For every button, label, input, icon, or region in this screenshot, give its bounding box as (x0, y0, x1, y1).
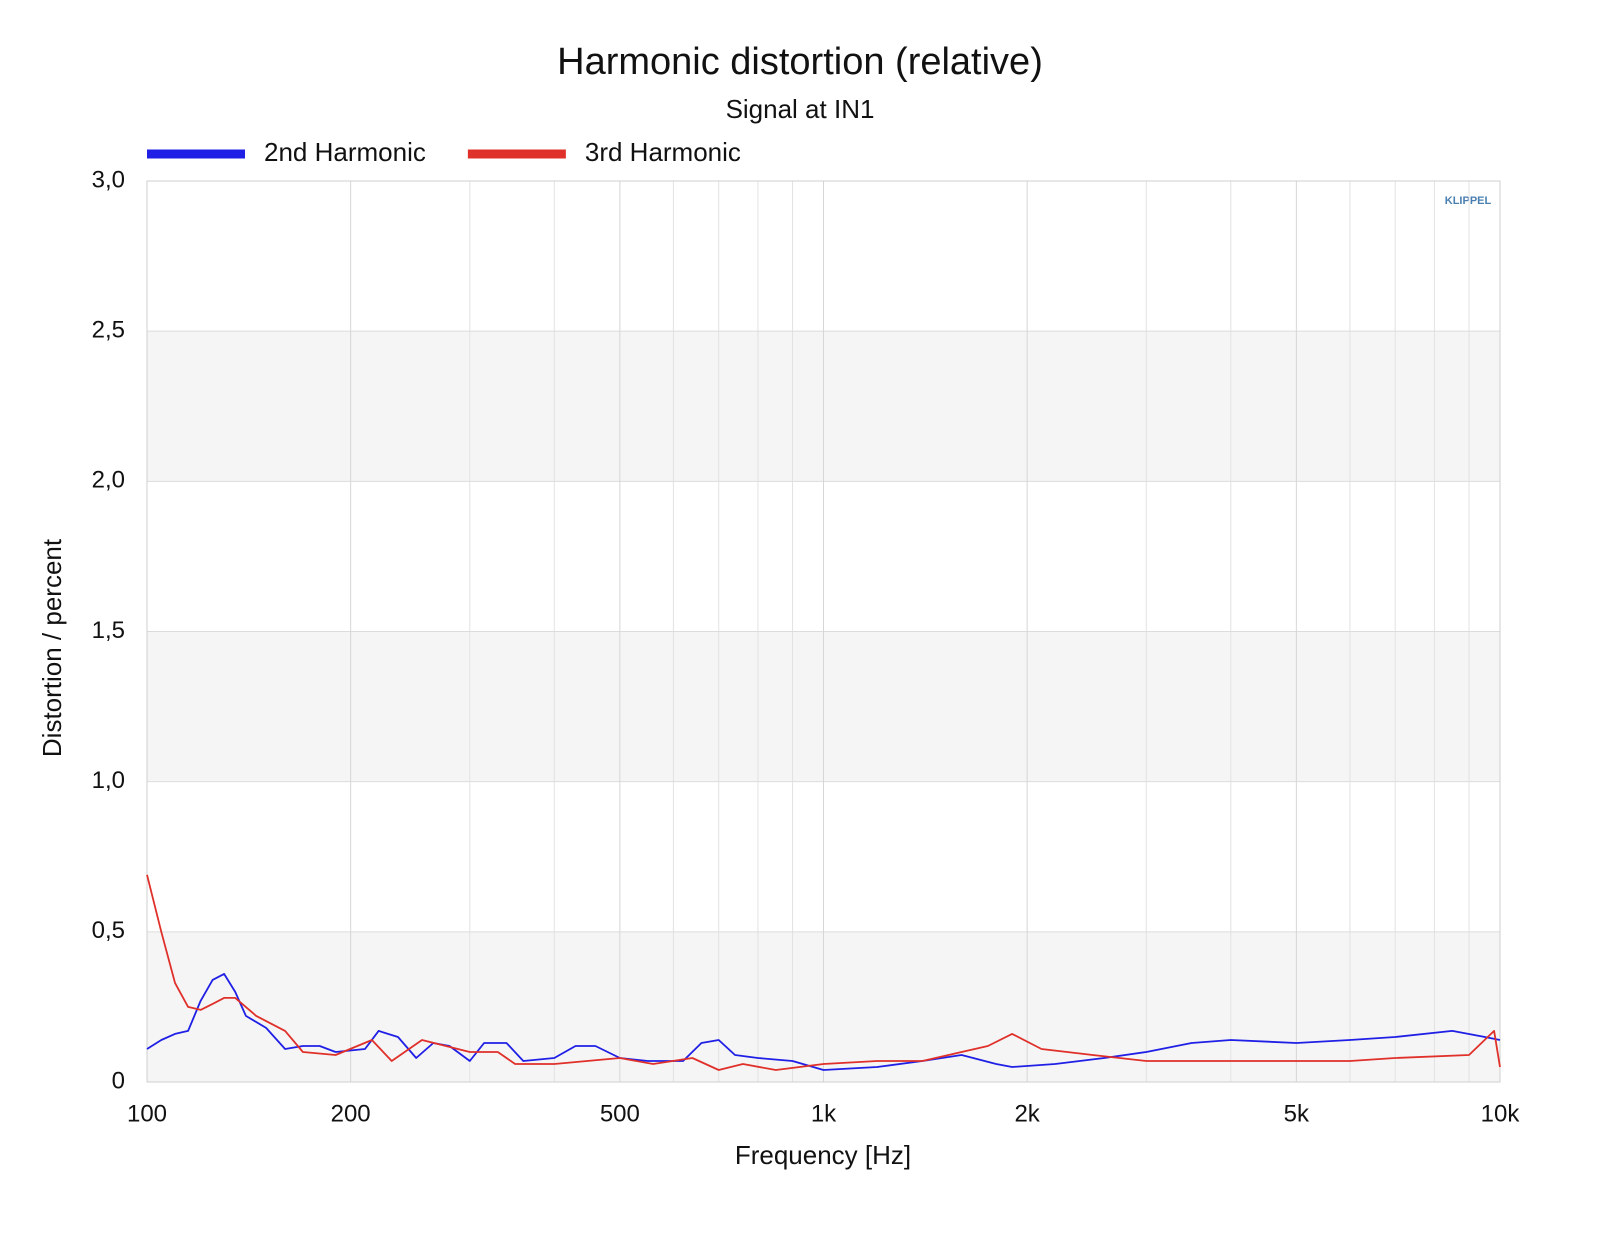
chart-subtitle: Signal at IN1 (726, 94, 875, 124)
y-axis-label: Distortion / percent (37, 538, 67, 757)
x-tick-label: 1k (811, 1100, 837, 1127)
legend-label: 2nd Harmonic (264, 137, 426, 167)
x-tick-label: 500 (600, 1100, 640, 1127)
chart-title: Harmonic distortion (relative) (557, 41, 1043, 83)
x-tick-label: 100 (127, 1100, 167, 1127)
y-tick-label: 3,0 (92, 166, 125, 193)
y-tick-label: 1,0 (92, 767, 125, 794)
x-axis-label: Frequency [Hz] (735, 1140, 911, 1170)
y-tick-label: 2,5 (92, 317, 125, 344)
x-tick-label: 200 (331, 1100, 371, 1127)
series-line (146, 973, 1501, 1071)
legend-label: 3rd Harmonic (585, 137, 741, 167)
y-tick-label: 1,5 (92, 617, 125, 644)
x-tick-label: 10k (1481, 1100, 1521, 1127)
x-tick-label: 5k (1284, 1100, 1310, 1127)
x-tick-label: 2k (1014, 1100, 1040, 1127)
y-tick-label: 0 (112, 1067, 125, 1094)
y-tick-label: 0,5 (92, 917, 125, 944)
series-line (146, 874, 1501, 1071)
plot-frame (146, 180, 1501, 1083)
logo: KLIPPEL (1445, 195, 1492, 207)
y-tick-label: 2,0 (92, 467, 125, 494)
